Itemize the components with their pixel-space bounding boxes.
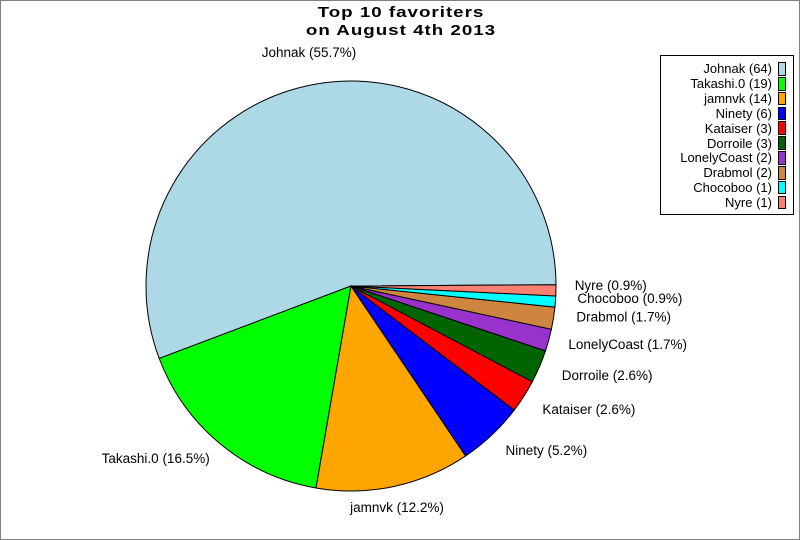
svg-text:Chocoboo (0.9%): Chocoboo (0.9%) <box>577 291 682 306</box>
svg-text:LonelyCoast (1.7%): LonelyCoast (1.7%) <box>568 337 687 352</box>
svg-text:jamnvk (12.2%): jamnvk (12.2%) <box>349 500 444 515</box>
svg-text:Nyre (0.9%): Nyre (0.9%) <box>575 278 647 293</box>
svg-text:Ninety (5.2%): Ninety (5.2%) <box>506 443 588 458</box>
svg-text:Johnak (55.7%): Johnak (55.7%) <box>262 45 357 60</box>
svg-text:Dorroile (2.6%): Dorroile (2.6%) <box>562 368 653 383</box>
svg-text:Drabmol (1.7%): Drabmol (1.7%) <box>576 310 671 325</box>
svg-text:Kataiser (2.6%): Kataiser (2.6%) <box>542 402 635 417</box>
svg-text:Takashi.0 (16.5%): Takashi.0 (16.5%) <box>102 451 210 466</box>
